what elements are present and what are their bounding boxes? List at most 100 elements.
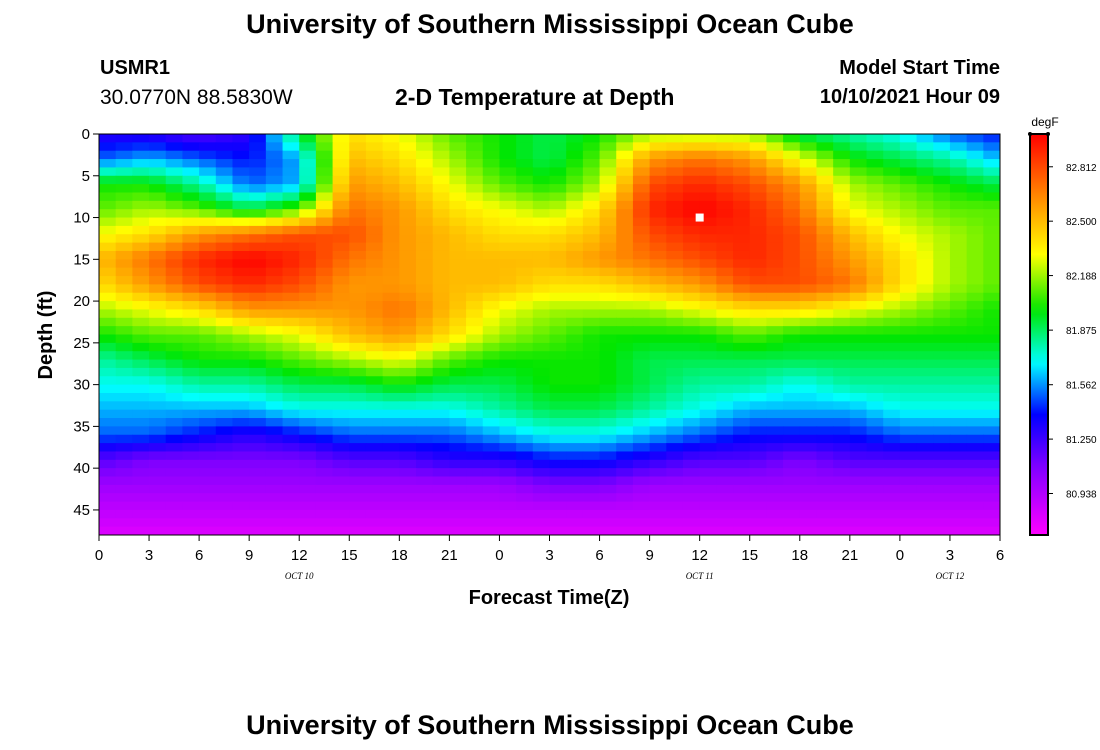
heatmap-cell xyxy=(799,434,818,444)
heatmap-cell xyxy=(182,301,200,311)
heatmap-cell xyxy=(783,225,801,235)
heatmap-cell xyxy=(532,443,551,453)
heatmap-cell xyxy=(232,493,250,503)
heatmap-cell xyxy=(399,409,417,419)
heatmap-cell xyxy=(649,468,667,478)
heatmap-cell xyxy=(699,284,717,294)
heatmap-cell xyxy=(916,509,934,519)
heatmap-cell xyxy=(416,334,434,344)
heatmap-cell xyxy=(416,317,434,327)
heatmap-cell xyxy=(549,376,567,386)
heatmap-cell xyxy=(499,284,517,294)
heatmap-cell xyxy=(332,509,350,519)
heatmap-cell xyxy=(866,242,884,252)
heatmap-cell xyxy=(616,484,634,494)
heatmap-cell xyxy=(232,359,250,369)
heatmap-cell xyxy=(499,434,517,444)
heatmap-cell xyxy=(499,200,517,210)
heatmap-cell xyxy=(182,342,200,352)
heatmap-cell xyxy=(616,209,634,219)
heatmap-cell xyxy=(883,209,901,219)
heatmap-cell xyxy=(582,501,601,511)
heatmap-cell xyxy=(466,184,484,194)
heatmap-cell xyxy=(716,242,734,252)
heatmap-cell xyxy=(215,392,234,402)
heatmap-cell xyxy=(582,334,601,344)
heatmap-cell xyxy=(215,367,234,377)
heatmap-cell xyxy=(232,250,250,260)
heatmap-cell xyxy=(983,167,1000,177)
heatmap-cell xyxy=(916,501,934,511)
heatmap-cell xyxy=(299,434,317,444)
heatmap-cell xyxy=(215,342,234,352)
y-tick-label: 0 xyxy=(82,126,90,143)
heatmap-cell xyxy=(849,184,868,194)
heatmap-cell xyxy=(766,518,784,528)
heatmap-cell xyxy=(582,150,601,160)
heatmap-cell xyxy=(182,376,200,386)
heatmap-cell xyxy=(315,167,334,177)
heatmap-cell xyxy=(632,284,651,294)
heatmap-cell xyxy=(365,434,384,444)
y-tick-label: 35 xyxy=(73,418,90,435)
heatmap-cell xyxy=(983,518,1000,528)
heatmap-cell xyxy=(733,192,751,202)
heatmap-cell xyxy=(232,234,250,244)
heatmap-cell xyxy=(449,493,467,503)
heatmap-cell xyxy=(382,250,400,260)
heatmap-cell xyxy=(582,309,601,319)
heatmap-cell xyxy=(799,159,818,169)
heatmap-cell xyxy=(632,276,651,285)
heatmap-cell xyxy=(883,526,901,535)
heatmap-cell xyxy=(232,209,250,219)
heatmap-cell xyxy=(132,284,150,294)
heatmap-cell xyxy=(165,384,184,394)
heatmap-cell xyxy=(966,468,984,478)
heatmap-cell xyxy=(365,342,384,352)
heatmap-cell xyxy=(449,175,467,185)
heatmap-cell xyxy=(466,175,484,185)
heatmap-cell xyxy=(516,334,534,344)
heatmap-cell xyxy=(699,443,717,453)
heatmap-cell xyxy=(816,401,834,411)
heatmap-cell xyxy=(632,142,651,152)
heatmap-cell xyxy=(416,150,434,160)
heatmap-cell xyxy=(716,259,734,269)
heatmap-cell xyxy=(282,225,300,235)
heatmap-cell xyxy=(632,334,651,344)
y-tick-label: 45 xyxy=(73,502,90,519)
heatmap-cell xyxy=(916,426,934,436)
heatmap-cell xyxy=(249,225,267,235)
heatmap-cell xyxy=(265,242,284,252)
heatmap-cell xyxy=(265,443,284,453)
heatmap-cell xyxy=(899,301,918,311)
heatmap-cell xyxy=(599,159,617,169)
heatmap-cell xyxy=(783,134,801,143)
heatmap-cell xyxy=(933,501,951,511)
heatmap-cell xyxy=(315,493,334,503)
heatmap-cell xyxy=(833,426,851,436)
heatmap-cell xyxy=(933,384,951,394)
heatmap-cell xyxy=(249,501,267,511)
heatmap-cell xyxy=(165,476,184,486)
heatmap-cell xyxy=(399,200,417,210)
heatmap-cell xyxy=(466,334,484,344)
heatmap-cell xyxy=(282,518,300,528)
heatmap-cell xyxy=(816,167,834,177)
heatmap-cell xyxy=(966,476,984,486)
heatmap-cell xyxy=(866,509,884,519)
heatmap-cell xyxy=(282,184,300,194)
heatmap-cell xyxy=(199,468,217,478)
heatmap-cell xyxy=(516,134,534,143)
heatmap-cell xyxy=(115,259,133,269)
heatmap-cell xyxy=(599,309,617,319)
heatmap-cell xyxy=(132,309,150,319)
heatmap-cell xyxy=(983,317,1000,327)
heatmap-cell xyxy=(249,167,267,177)
heatmap-cell xyxy=(849,376,868,386)
heatmap-cell xyxy=(115,250,133,260)
heatmap-cell xyxy=(749,434,768,444)
heatmap-cell xyxy=(482,200,501,210)
heatmap-cell xyxy=(349,242,367,252)
heatmap-cell xyxy=(466,159,484,169)
